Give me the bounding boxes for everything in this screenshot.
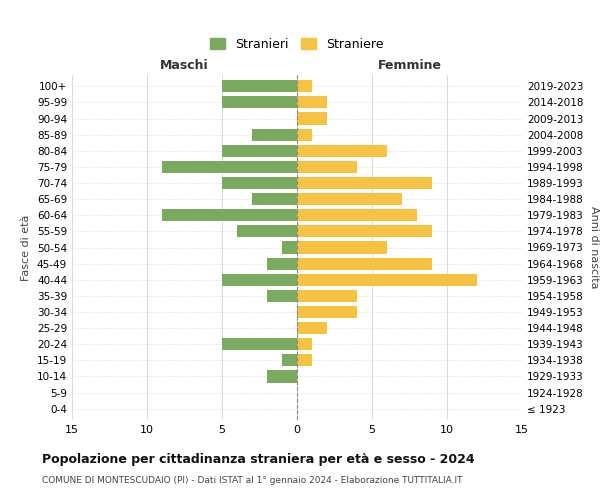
Bar — [222, 144, 297, 157]
Bar — [297, 258, 432, 270]
Bar — [297, 144, 387, 157]
Bar — [297, 177, 432, 189]
Bar — [252, 193, 297, 205]
Bar — [252, 128, 297, 140]
Bar — [267, 290, 297, 302]
Bar — [297, 128, 312, 140]
Text: Popolazione per cittadinanza straniera per età e sesso - 2024: Popolazione per cittadinanza straniera p… — [42, 452, 475, 466]
Bar — [282, 242, 297, 254]
Bar — [222, 96, 297, 108]
Bar — [297, 80, 312, 92]
Bar — [297, 161, 357, 173]
Bar — [237, 226, 297, 237]
Bar — [162, 161, 297, 173]
Bar — [297, 322, 327, 334]
Y-axis label: Anni di nascita: Anni di nascita — [589, 206, 599, 289]
Bar — [267, 258, 297, 270]
Bar — [267, 370, 297, 382]
Bar — [162, 209, 297, 222]
Bar — [297, 209, 417, 222]
Text: Maschi: Maschi — [160, 59, 209, 72]
Bar — [297, 274, 477, 286]
Bar — [297, 290, 357, 302]
Bar — [282, 354, 297, 366]
Bar — [222, 80, 297, 92]
Bar — [297, 96, 327, 108]
Bar — [297, 306, 357, 318]
Bar — [222, 338, 297, 350]
Bar — [297, 193, 402, 205]
Bar — [297, 242, 387, 254]
Text: COMUNE DI MONTESCUDAIO (PI) - Dati ISTAT al 1° gennaio 2024 - Elaborazione TUTTI: COMUNE DI MONTESCUDAIO (PI) - Dati ISTAT… — [42, 476, 463, 485]
Text: Femmine: Femmine — [377, 59, 442, 72]
Bar — [297, 112, 327, 124]
Bar — [297, 338, 312, 350]
Bar — [222, 177, 297, 189]
Bar — [222, 274, 297, 286]
Legend: Stranieri, Straniere: Stranieri, Straniere — [205, 33, 389, 56]
Bar — [297, 354, 312, 366]
Y-axis label: Fasce di età: Fasce di età — [22, 214, 31, 280]
Bar — [297, 226, 432, 237]
